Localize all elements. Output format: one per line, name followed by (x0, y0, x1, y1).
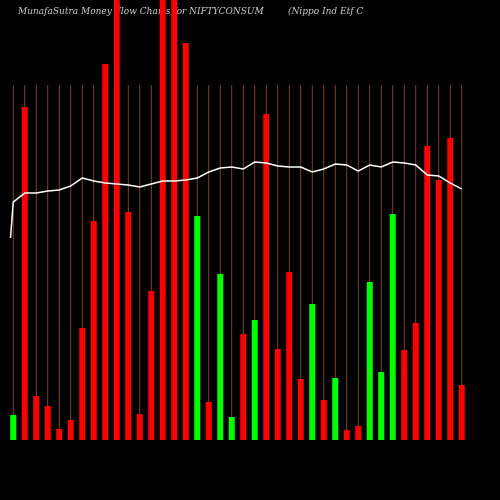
bar (56, 429, 63, 440)
bar (274, 349, 281, 440)
bar (113, 0, 120, 440)
bar (240, 334, 247, 440)
bar (21, 107, 28, 440)
bar (44, 406, 51, 440)
bar (366, 282, 373, 440)
bar (320, 400, 327, 440)
bar (171, 0, 178, 440)
bar (136, 414, 143, 440)
bar (412, 323, 419, 440)
bar (33, 396, 40, 440)
money-flow-line (9, 161, 463, 239)
bar (447, 138, 454, 440)
bar (309, 304, 316, 440)
bar (228, 417, 235, 440)
bar (125, 212, 132, 440)
bar (332, 378, 339, 440)
bar (251, 320, 258, 440)
bar (10, 415, 17, 440)
bar (378, 372, 385, 440)
chart-subtitle: (Nippo Ind Etf C (288, 6, 363, 17)
bar (435, 180, 442, 440)
bar (217, 274, 224, 440)
bar (389, 214, 396, 440)
bar (102, 64, 109, 440)
bar (90, 221, 97, 440)
bar (458, 385, 465, 440)
bar (159, 0, 166, 440)
bar (343, 430, 350, 440)
bar (194, 216, 201, 440)
bar (263, 114, 270, 440)
bar (286, 272, 293, 440)
bar (67, 420, 74, 440)
bar (182, 43, 189, 440)
bar (297, 379, 304, 440)
bar (424, 146, 431, 440)
bar (355, 426, 362, 440)
bar (401, 350, 408, 440)
bar (148, 291, 155, 440)
chart-title: MunafaSutra Money Flow Charts for NIFTYC… (17, 7, 264, 17)
bar (205, 402, 212, 440)
bar (79, 328, 86, 440)
